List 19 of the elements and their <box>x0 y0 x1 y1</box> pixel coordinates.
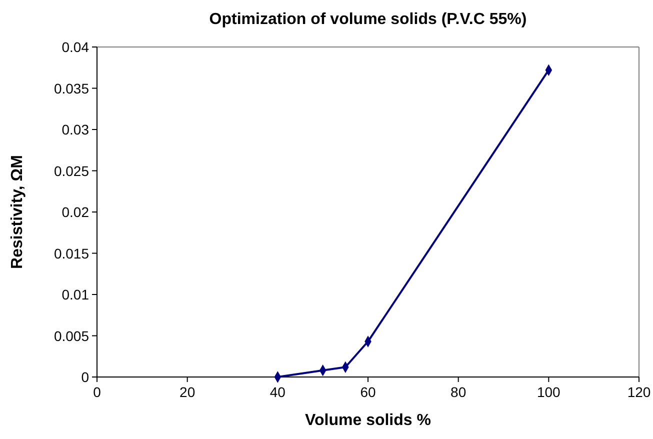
y-tick-label: 0.005 <box>54 328 90 344</box>
x-tick-label: 0 <box>93 384 102 400</box>
y-axis-title: Resistivity, ΩM <box>9 155 26 269</box>
x-tick-label: 80 <box>450 384 466 400</box>
chart-title: Optimization of volume solids (P.V.C 55%) <box>209 11 527 28</box>
x-tick-label: 40 <box>270 384 286 400</box>
x-tick-label: 20 <box>180 384 196 400</box>
y-tick-label: 0.03 <box>62 122 90 138</box>
y-tick-label: 0.04 <box>62 39 90 55</box>
y-tick-label: 0 <box>81 369 90 385</box>
y-tick-label: 0.035 <box>54 80 90 96</box>
y-tick-label: 0.025 <box>54 162 90 179</box>
y-tick-label: 0.01 <box>62 286 90 302</box>
y-tick-label: 0.02 <box>62 204 90 220</box>
x-axis-title: Volume solids % <box>305 412 431 429</box>
y-tick-label: 0.015 <box>54 245 90 262</box>
x-tick-label: 60 <box>360 384 376 400</box>
x-tick-label: 120 <box>627 384 651 400</box>
x-tick-label: 100 <box>536 384 561 400</box>
